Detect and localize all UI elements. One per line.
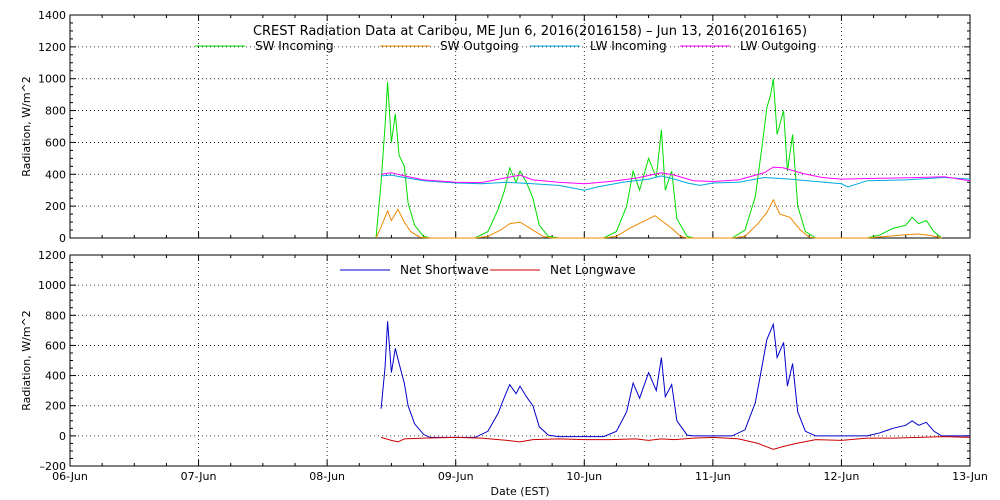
y-tick-label: 600 xyxy=(45,339,66,352)
series-line-net-shortwave xyxy=(380,321,970,438)
y-tick-label: 400 xyxy=(45,370,66,383)
legend-label: SW Outgoing xyxy=(440,39,519,53)
series-line-net-longwave xyxy=(380,436,971,450)
y-axis-label: Radiation, W/m^2 xyxy=(20,310,33,411)
y-tick-label: 1000 xyxy=(38,73,66,86)
series-line-lw-outgoing xyxy=(381,166,971,185)
y-tick-label: 800 xyxy=(45,309,66,322)
y-tick-label: 800 xyxy=(45,105,66,118)
y-tick-label: 600 xyxy=(45,136,66,149)
plot-frame-2 xyxy=(69,254,971,467)
series-line-sw-outgoing xyxy=(375,198,942,239)
legend-label: Net Shortwave xyxy=(400,263,489,277)
x-axis-label: Date (EST) xyxy=(490,485,549,498)
series-line-sw-incoming xyxy=(375,78,943,239)
plot-frame-1 xyxy=(69,14,971,239)
legend-label: SW Incoming xyxy=(255,39,334,53)
y-tick-label: 1200 xyxy=(38,249,66,262)
x-tick-label: 07-Jun xyxy=(181,470,217,483)
legend-label: Net Longwave xyxy=(550,263,636,277)
y-tick-label: 1400 xyxy=(38,9,66,22)
y-axis-label: Radiation, W/m^2 xyxy=(20,76,33,177)
y-tick-label: 0 xyxy=(59,430,66,443)
y-tick-label: 0 xyxy=(59,232,66,245)
x-tick-label: 08-Jun xyxy=(309,470,345,483)
chart-title: CREST Radiation Data at Caribou, ME Jun … xyxy=(253,24,807,39)
y-tick-label: 200 xyxy=(45,400,66,413)
y-tick-label: 200 xyxy=(45,200,66,213)
legend-label: LW Outgoing xyxy=(740,39,817,53)
y-tick-label: 400 xyxy=(45,168,66,181)
x-tick-label: 09-Jun xyxy=(438,470,474,483)
x-tick-label: 13-Jun xyxy=(952,470,988,483)
x-tick-label: 10-Jun xyxy=(566,470,602,483)
series-line-lw-incoming xyxy=(381,174,971,191)
x-tick-label: 12-Jun xyxy=(824,470,860,483)
y-tick-label: 1000 xyxy=(38,279,66,292)
x-tick-label: 06-Jun xyxy=(52,470,88,483)
x-tick-label: 11-Jun xyxy=(695,470,731,483)
y-tick-label: –200 xyxy=(40,460,67,473)
y-tick-label: 1200 xyxy=(38,41,66,54)
legend-label: LW Incoming xyxy=(590,39,667,53)
